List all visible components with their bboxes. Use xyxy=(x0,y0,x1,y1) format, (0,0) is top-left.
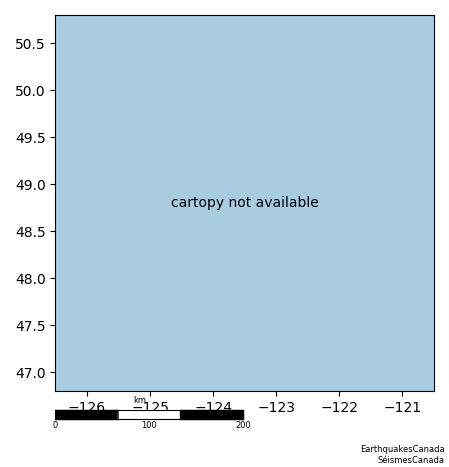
Text: 0: 0 xyxy=(53,421,58,430)
Text: cartopy not available: cartopy not available xyxy=(171,196,319,210)
Text: EarthquakesCanada
SéismesCanada: EarthquakesCanada SéismesCanada xyxy=(360,445,445,465)
Text: 100: 100 xyxy=(141,421,157,430)
Text: 200: 200 xyxy=(235,421,251,430)
Text: km: km xyxy=(133,396,146,405)
